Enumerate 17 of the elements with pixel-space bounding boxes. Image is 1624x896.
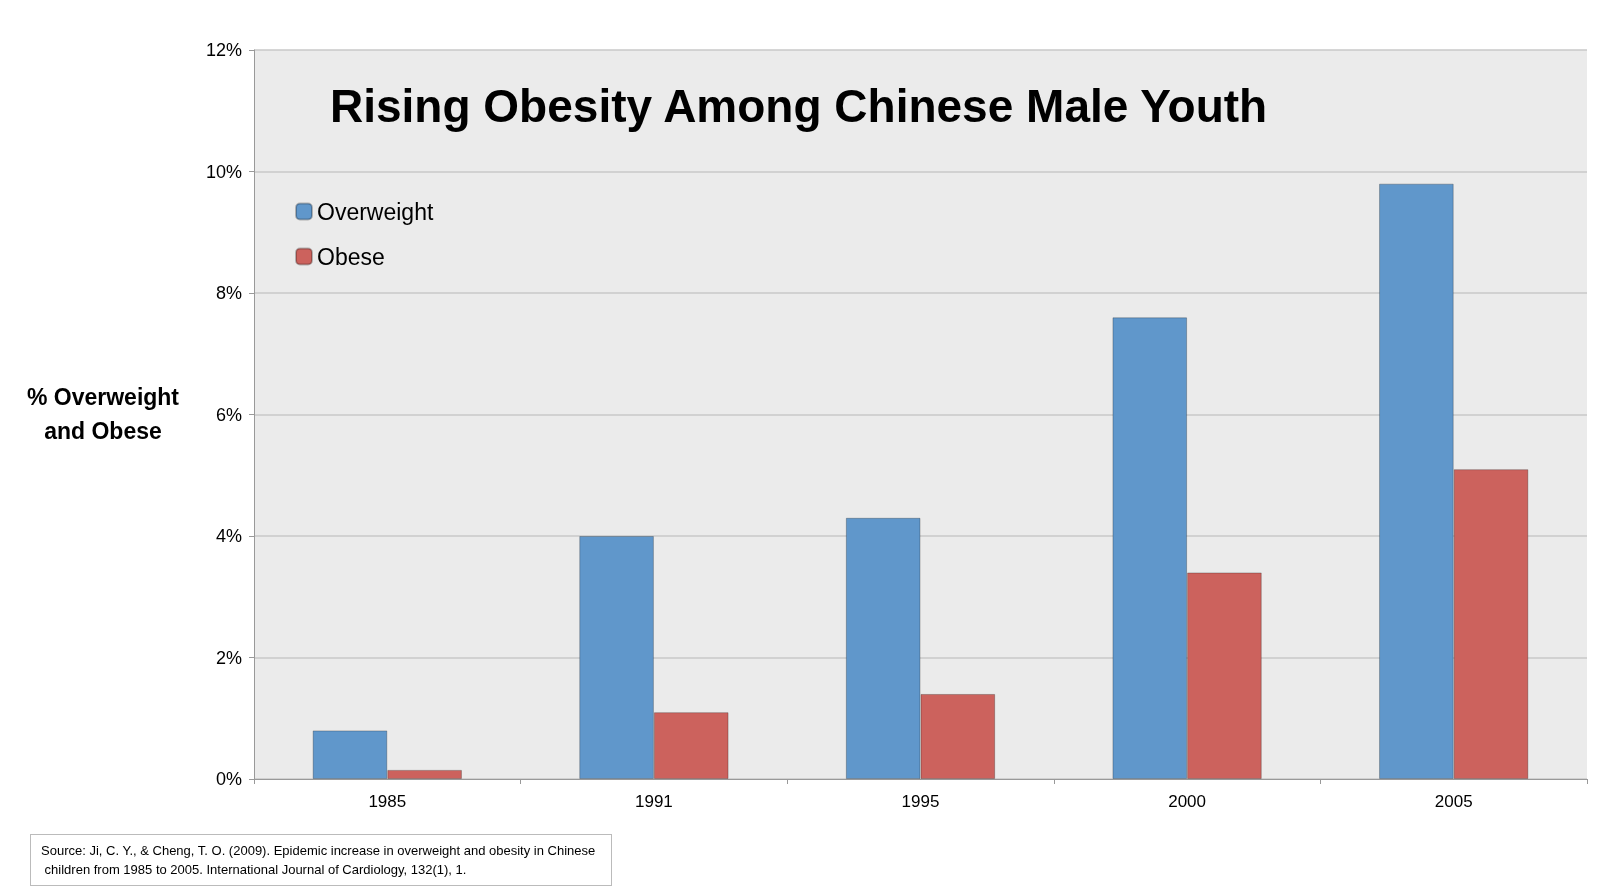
y-tick-label: 10%: [205, 161, 242, 182]
y-tick-label: 2%: [215, 647, 242, 668]
legend-label: Obese: [317, 243, 385, 270]
x-tick-label: 2000: [1168, 792, 1207, 811]
x-tick-label: 2005: [1434, 792, 1473, 811]
source-note: Source: Ji, C. Y., & Cheng, T. O. (2009). Epidemic increase in overweight and obesity in Chinese children from 1985 to 2005. International Journal of Cardiology, 132(1), 1.: [41, 843, 596, 877]
y-tick-label: 6%: [215, 404, 242, 425]
x-tick-label: 1991: [634, 792, 673, 811]
y-tick-label: 0%: [215, 769, 242, 789]
y-tick-label: 4%: [215, 526, 242, 546]
x-tick-label: 1985: [368, 792, 407, 811]
y-tick-label: 8%: [215, 283, 242, 303]
y-tick-label: 12%: [205, 40, 242, 60]
legend-label: Overweight: [317, 198, 434, 225]
x-tick-label: 1995: [901, 792, 940, 811]
text: Rising Obesity Among Chinese Male Youth: [330, 80, 1268, 132]
y-axis-title: % Overweight and Obese: [25, 383, 181, 446]
